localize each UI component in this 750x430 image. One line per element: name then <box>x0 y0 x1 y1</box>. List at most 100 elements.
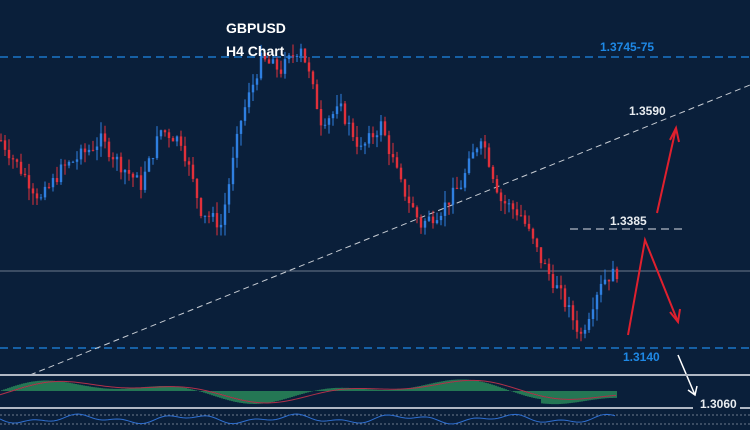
candle-body <box>363 143 367 146</box>
candle-body <box>31 188 35 194</box>
level-label-1-3385: 1.3385 <box>610 214 647 228</box>
candle-body <box>59 164 63 183</box>
candle-body <box>387 135 391 155</box>
candle-body <box>435 220 439 224</box>
candle-body <box>39 197 43 199</box>
candle-body <box>523 215 527 224</box>
candle-body <box>199 198 203 216</box>
candle-body <box>439 215 443 221</box>
candle-body <box>83 148 87 153</box>
candle-body <box>551 274 555 289</box>
candle-body <box>331 114 335 119</box>
macd-signal-line <box>0 379 617 404</box>
candle-body <box>611 268 615 282</box>
candle-body <box>499 192 503 202</box>
candle-body <box>63 164 67 166</box>
candle-body <box>47 186 51 188</box>
candle-body <box>0 140 3 142</box>
trendline <box>29 84 750 376</box>
candle-body <box>491 166 495 180</box>
candle-body <box>87 149 91 153</box>
candle-body <box>175 136 179 142</box>
candle-body <box>115 156 119 160</box>
candle-body <box>163 130 167 133</box>
candle-body <box>139 175 143 190</box>
candle-body <box>299 48 303 56</box>
candle-body <box>323 124 327 126</box>
candle-body <box>195 178 199 199</box>
candle-body <box>295 55 299 57</box>
arrowhead-up <box>669 125 680 143</box>
level-label-1-3060: 1.3060 <box>700 397 737 411</box>
candle-body <box>495 179 499 193</box>
candle-body <box>335 106 339 115</box>
candle-body <box>347 122 351 124</box>
candle-body <box>227 184 231 205</box>
candle-body <box>147 158 151 172</box>
candle-body <box>179 136 183 146</box>
candle-body <box>391 154 395 158</box>
candle-body <box>487 147 491 167</box>
candle-body <box>383 121 387 136</box>
candle-body <box>43 186 47 198</box>
candle-body <box>67 161 71 166</box>
candle-body <box>127 170 131 174</box>
candle-body <box>7 149 11 159</box>
candle-body <box>167 132 171 139</box>
candle-body <box>367 133 371 144</box>
candle-body <box>311 71 315 85</box>
candle-body <box>51 178 55 188</box>
candle-body <box>607 279 611 282</box>
candle-body <box>599 283 603 295</box>
white-arrowhead <box>687 385 698 397</box>
candle-body <box>359 145 363 147</box>
candle-body <box>279 69 283 74</box>
candle-body <box>271 59 275 64</box>
candle-body <box>259 52 263 79</box>
candle-body <box>187 161 191 165</box>
candle-body <box>275 59 279 70</box>
candle-body <box>451 187 455 205</box>
candle-body <box>247 92 251 108</box>
candle-body <box>567 305 571 307</box>
candle-body <box>171 138 175 142</box>
candle-body <box>207 215 211 217</box>
candle-body <box>23 173 27 176</box>
rsi-line <box>0 413 616 425</box>
candle-body <box>183 145 187 162</box>
candle-body <box>399 167 403 180</box>
candle-body <box>403 179 407 197</box>
candle-body <box>479 141 483 149</box>
candle-body <box>263 52 267 60</box>
candle-body <box>407 196 411 204</box>
candle-body <box>455 187 459 189</box>
candle-body <box>459 187 463 189</box>
candle-body <box>239 120 243 134</box>
candle-body <box>339 103 343 107</box>
candle-body <box>587 318 591 330</box>
candle-body <box>19 161 23 174</box>
candle-body <box>131 173 135 178</box>
candle-body <box>255 78 259 85</box>
candle-body <box>503 201 507 204</box>
candle-body <box>575 320 579 332</box>
candle-body <box>515 209 519 216</box>
candle-body <box>583 329 587 334</box>
candle-body <box>231 157 235 185</box>
chart-title: GBPUSD <box>226 20 286 36</box>
candle-body <box>287 55 291 60</box>
candle-body <box>107 141 111 158</box>
level-label-support: 1.3140 <box>623 350 660 364</box>
level-label-resistance: 1.3745-75 <box>600 40 655 54</box>
candle-body <box>119 156 123 173</box>
candle-body <box>343 103 347 124</box>
candle-body <box>11 158 15 160</box>
candle-body <box>375 135 379 138</box>
candle-body <box>431 216 435 224</box>
candle-body <box>243 107 247 121</box>
candle-body <box>3 140 7 150</box>
candle-body <box>555 285 559 289</box>
candle-body <box>219 224 223 228</box>
candle-body <box>143 171 147 190</box>
arrowhead-down <box>669 308 681 325</box>
